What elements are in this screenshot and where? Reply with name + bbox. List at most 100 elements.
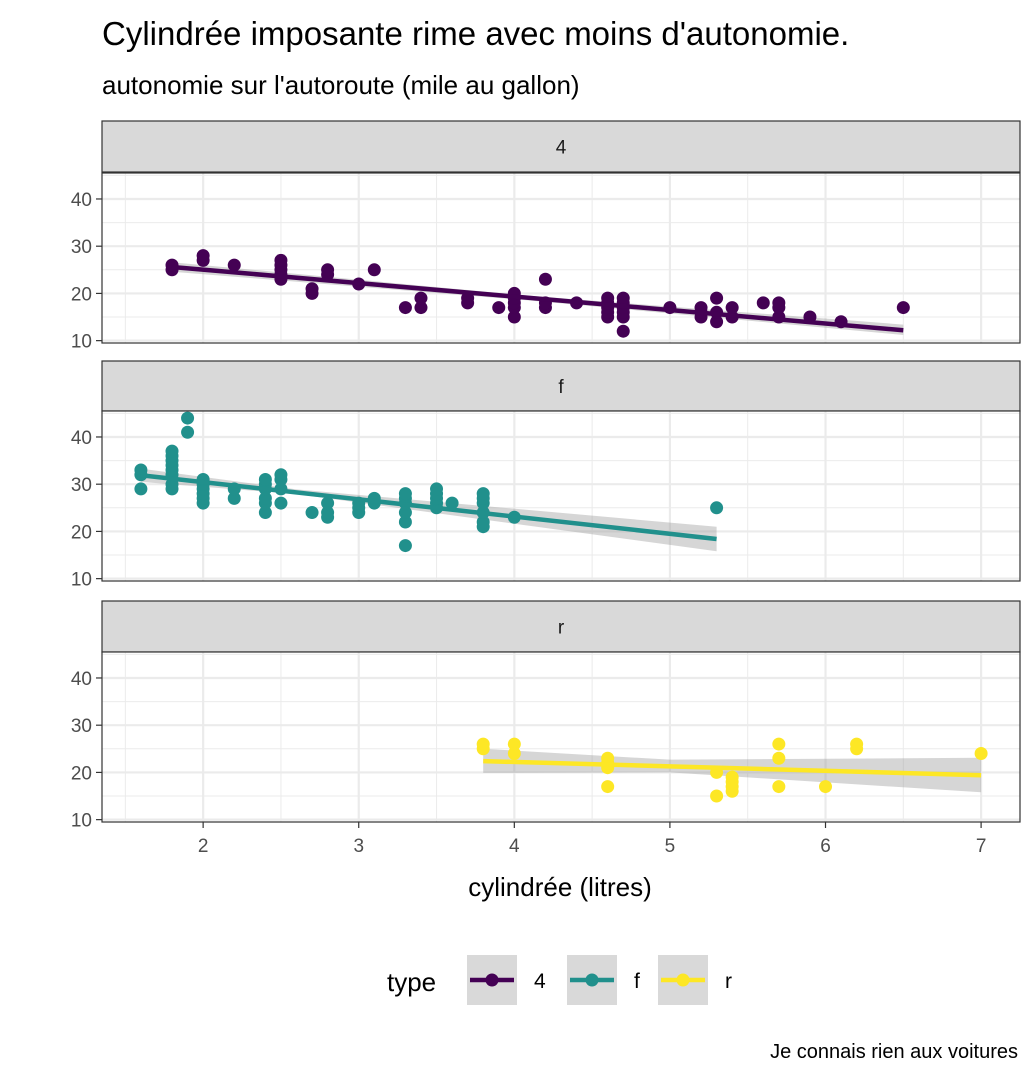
data-point (710, 315, 724, 329)
x-tick-label: 2 (198, 836, 209, 857)
x-tick-label: 7 (976, 836, 987, 857)
data-point (227, 258, 241, 272)
data-point (274, 496, 288, 510)
data-point (492, 301, 506, 315)
data-point (398, 301, 412, 315)
data-point (476, 737, 490, 751)
chart-subtitle: autonomie sur l'autoroute (mile au gallo… (102, 70, 580, 100)
data-point (710, 789, 724, 803)
data-point (398, 515, 412, 529)
x-axis: 2 3 4 5 6 7 (198, 822, 987, 857)
data-point (772, 296, 786, 310)
legend-key-point (676, 973, 690, 987)
facet-panel-f: f 10 20 30 40 (71, 360, 1021, 591)
facet-strip-label: r (558, 618, 565, 639)
data-point (430, 482, 444, 496)
data-point (896, 301, 910, 315)
y-tick-label: 20 (71, 522, 92, 543)
x-tick-label: 5 (665, 836, 676, 857)
data-point (601, 291, 615, 305)
x-tick-label: 6 (820, 836, 831, 857)
x-axis-title: cylindrée (litres) (468, 872, 652, 902)
legend-label: f (634, 970, 640, 993)
data-point (725, 770, 739, 784)
legend: type 4 f r (387, 955, 732, 1005)
data-point (398, 506, 412, 520)
facet-strip (101, 600, 1021, 653)
data-point (538, 272, 552, 286)
data-point (974, 747, 988, 761)
panel-border (101, 651, 1021, 823)
facet-strip (101, 360, 1021, 412)
data-point (756, 296, 770, 310)
data-point (398, 487, 412, 501)
y-tick-label: 40 (71, 190, 92, 211)
data-point (258, 472, 272, 486)
data-point (507, 747, 521, 761)
data-point (616, 291, 630, 305)
data-point (772, 737, 786, 751)
data-point (710, 291, 724, 305)
panel-border (101, 410, 1021, 582)
data-point (274, 468, 288, 482)
data-point (414, 291, 428, 305)
data-point (850, 737, 864, 751)
facet-panel-4: 4 10 20 30 40 (71, 120, 1021, 353)
data-point (181, 411, 195, 425)
y-tick-label: 40 (71, 428, 92, 449)
legend-key-point (585, 973, 599, 987)
data-point (601, 751, 615, 765)
data-point (165, 444, 179, 458)
y-tick-label: 10 (71, 570, 92, 591)
data-point (507, 310, 521, 324)
data-point (725, 301, 739, 315)
legend-item-4: 4 (467, 955, 546, 1005)
data-point (367, 263, 381, 277)
panel-background (102, 173, 1020, 343)
y-tick-label: 30 (71, 716, 92, 737)
facet-panels: 4 10 20 30 40 f 10 20 30 40 r 10 20 30 40 (71, 120, 1021, 832)
data-point (258, 506, 272, 520)
data-point (414, 301, 428, 315)
y-tick-label: 40 (71, 669, 92, 690)
legend-key-point (485, 973, 499, 987)
data-point (196, 249, 210, 263)
data-point (819, 780, 833, 794)
data-point (305, 506, 319, 520)
chart-caption: Je connais rien aux voitures (770, 1041, 1018, 1063)
trend-line (140, 472, 717, 542)
y-tick-label: 30 (71, 237, 92, 258)
chart-title: Cylindrée imposante rime avec moins d'au… (102, 15, 849, 52)
data-point (321, 263, 335, 277)
legend-label: 4 (534, 970, 546, 993)
y-tick-label: 10 (71, 332, 92, 353)
facet-strip-label: f (558, 377, 564, 398)
data-point (772, 780, 786, 794)
data-point (398, 539, 412, 553)
data-point (258, 491, 272, 505)
facet-strip (101, 120, 1021, 173)
y-tick-label: 10 (71, 811, 92, 832)
x-tick-label: 4 (509, 836, 520, 857)
panel-border (101, 172, 1021, 344)
data-point (321, 506, 335, 520)
facet-strip-label: 4 (556, 138, 567, 159)
data-point (227, 491, 241, 505)
panel-background (102, 411, 1020, 581)
trend-line (483, 758, 982, 778)
data-point (165, 258, 179, 272)
legend-label: r (725, 970, 732, 993)
y-tick-label: 20 (71, 763, 92, 784)
y-tick-label: 30 (71, 475, 92, 496)
x-tick-label: 3 (353, 836, 364, 857)
legend-item-f: f (567, 955, 640, 1005)
data-point (616, 324, 630, 338)
legend-item-r: r (658, 955, 732, 1005)
data-point (274, 253, 288, 267)
data-point (134, 482, 148, 496)
data-point (601, 780, 615, 794)
data-point (134, 463, 148, 477)
data-point (772, 751, 786, 765)
y-tick-label: 20 (71, 284, 92, 305)
data-point (476, 487, 490, 501)
